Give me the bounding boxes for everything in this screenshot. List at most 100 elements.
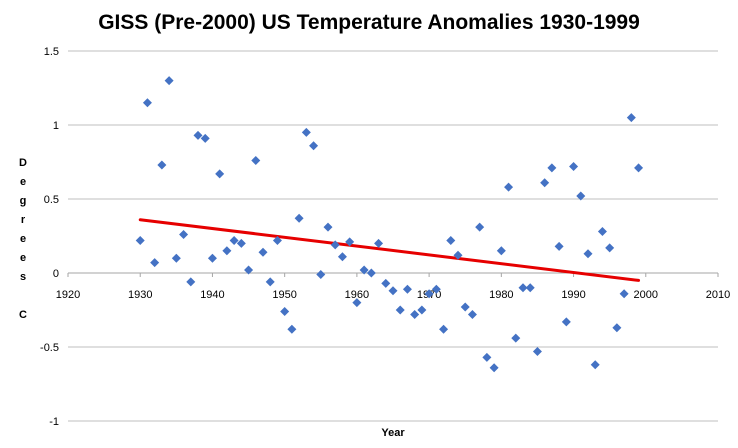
data-point (323, 222, 333, 232)
data-point (576, 191, 586, 201)
data-point (619, 289, 629, 299)
data-point (597, 227, 607, 237)
data-point (431, 284, 441, 294)
data-point (547, 163, 557, 173)
data-point (561, 317, 571, 327)
x-tick-label: 1920 (56, 289, 80, 301)
data-point (583, 249, 593, 259)
data-point (467, 309, 477, 319)
data-point (460, 302, 470, 312)
data-point (634, 163, 644, 173)
y-axis-title-letter: e (20, 176, 26, 188)
data-point (164, 76, 174, 86)
data-point (244, 265, 254, 275)
data-point (179, 230, 189, 240)
data-point (446, 235, 456, 245)
data-point (301, 127, 311, 137)
y-axis-title-letter: C (19, 309, 27, 321)
data-point (186, 277, 196, 287)
y-tick-label: -1 (49, 416, 59, 428)
grid-lines (67, 50, 719, 422)
data-point (215, 169, 225, 179)
data-point (554, 241, 564, 251)
data-point (475, 222, 485, 232)
data-point (150, 258, 160, 268)
data-point (489, 363, 499, 373)
x-tick-label: 2010 (706, 289, 730, 301)
y-axis-title-letter: e (20, 252, 26, 264)
data-point (330, 240, 340, 250)
data-point (251, 156, 261, 166)
y-tick-labels: 1.5 1 0.5 0 -0.5 -1 (40, 46, 59, 428)
x-tick-label: 2000 (634, 289, 658, 301)
data-points (135, 76, 644, 373)
y-tick-label: 1 (53, 120, 59, 132)
y-axis-title-letter: D (19, 157, 27, 169)
data-point (410, 309, 420, 319)
x-tick-label: 1950 (272, 289, 296, 301)
trendline (138, 218, 641, 282)
data-point (193, 130, 203, 140)
y-tick-label: 0.5 (44, 194, 59, 206)
data-point (135, 235, 145, 245)
data-point (496, 246, 506, 256)
data-point (612, 323, 622, 333)
data-point (395, 305, 405, 315)
data-point (316, 269, 326, 279)
data-point (626, 113, 636, 123)
data-point (337, 252, 347, 262)
data-point (309, 141, 319, 151)
y-axis-title-letter: e (20, 233, 26, 245)
data-point (605, 243, 615, 253)
data-point (402, 284, 412, 294)
data-point (482, 352, 492, 362)
data-point (265, 277, 275, 287)
x-tick-label: 1940 (200, 289, 224, 301)
data-point (171, 253, 181, 263)
data-point (525, 283, 535, 293)
data-point (272, 235, 282, 245)
data-point (258, 247, 268, 257)
data-point (453, 250, 463, 260)
data-point (352, 298, 362, 308)
x-tick-label: 1990 (561, 289, 585, 301)
data-point (417, 305, 427, 315)
data-point (236, 238, 246, 248)
data-point (222, 246, 232, 256)
data-point (424, 289, 434, 299)
data-point (511, 333, 521, 343)
data-point (345, 237, 355, 247)
data-point (280, 306, 290, 316)
data-point (388, 286, 398, 296)
data-point (200, 133, 210, 143)
x-tick-label: 1960 (345, 289, 369, 301)
data-point (439, 324, 449, 334)
x-axis-title: Year (381, 427, 405, 439)
y-tick-label: -0.5 (40, 342, 59, 354)
y-tick-label: 0 (53, 268, 59, 280)
data-point (142, 98, 152, 108)
data-point (359, 265, 369, 275)
y-axis-title-letter: g (20, 195, 27, 207)
trendline-group (138, 218, 641, 282)
chart-title: GISS (Pre-2000) US Temperature Anomalies… (98, 11, 640, 34)
data-point (366, 268, 376, 278)
data-point (590, 360, 600, 370)
data-point (374, 238, 384, 248)
data-point (381, 278, 391, 288)
data-point (207, 253, 217, 263)
data-point (294, 213, 304, 223)
x-tick-label: 1980 (489, 289, 513, 301)
data-point (532, 346, 542, 356)
data-point (569, 161, 579, 171)
data-point (540, 178, 550, 188)
data-point (157, 160, 167, 170)
data-point (229, 235, 239, 245)
data-point (504, 182, 514, 192)
y-tick-label: 1.5 (44, 46, 59, 58)
y-axis-title-letter: s (20, 271, 26, 283)
y-axis-title-letter: r (21, 214, 26, 226)
x-tick-label: 1930 (128, 289, 152, 301)
